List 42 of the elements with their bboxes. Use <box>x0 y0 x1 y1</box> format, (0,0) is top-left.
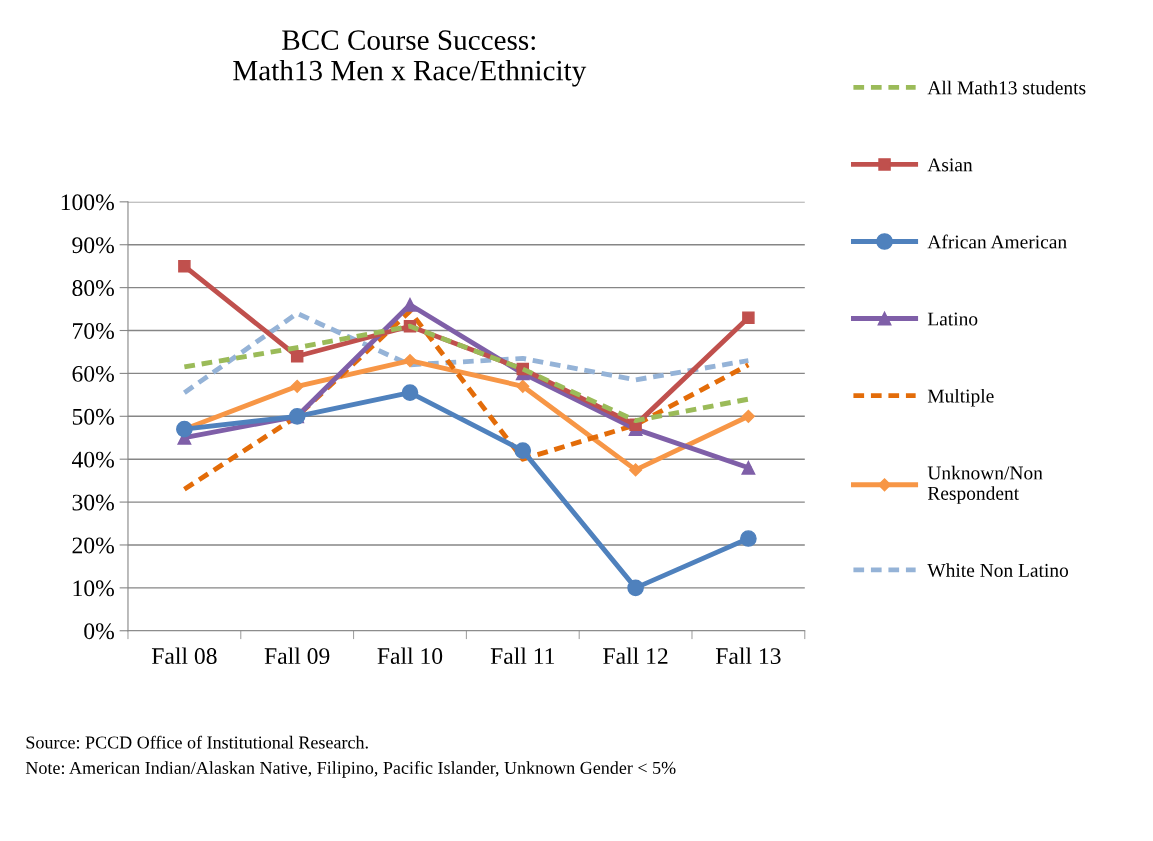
y-tick-label: 70% <box>73 323 114 340</box>
legend-label: Unknown/Non Respondent <box>927 465 1043 504</box>
legend-label: White Non Latino <box>927 563 1069 578</box>
line-series <box>181 310 751 396</box>
y-tick-label: 30% <box>72 494 114 511</box>
x-tick-label: Fall 11 <box>490 647 555 665</box>
y-tick-label: 0% <box>84 623 114 640</box>
point <box>516 379 530 393</box>
y-tick-label: 10% <box>73 580 114 597</box>
point <box>403 297 417 312</box>
chart-title: BCC Course Success: Math13 Men x Race/Ethnicity <box>233 30 587 87</box>
x-tick-label: Fall 08 <box>151 647 217 665</box>
y-tick-label: 80% <box>72 280 114 297</box>
y-tick-label: 90% <box>72 237 114 254</box>
point <box>629 463 643 477</box>
y-tick-label: 20% <box>72 537 114 554</box>
point <box>403 353 417 368</box>
source-note: Source: PCCD Office of Institutional Research. <box>26 735 368 749</box>
y-tick-label: 60% <box>72 365 114 382</box>
y-tick-label: 50% <box>72 408 114 425</box>
point <box>290 379 304 393</box>
point <box>290 349 304 363</box>
x-tick-label: Fall 09 <box>264 647 330 665</box>
point <box>741 460 756 475</box>
point <box>740 530 757 547</box>
legend-label: Asian <box>927 158 973 172</box>
point <box>627 579 644 597</box>
legend-label: All Math13 students <box>927 80 1086 95</box>
x-tick-label: Fall 12 <box>603 647 668 665</box>
y-tick-label: 40% <box>71 451 114 468</box>
y-tick-label: 100% <box>61 194 114 211</box>
point <box>742 311 755 324</box>
point <box>514 442 532 459</box>
legend-label: African American <box>927 234 1067 249</box>
point <box>741 409 755 423</box>
point <box>178 259 191 273</box>
x-tick-label: Fall 10 <box>377 647 443 665</box>
x-tick-label: Fall 13 <box>715 647 781 665</box>
text: Note: American Indian/Alaskan Native, Filipino, Pacific Islander, Unknown Gender < 5% <box>25 761 676 778</box>
legend-label: Multiple <box>927 388 994 407</box>
point <box>401 384 419 402</box>
legend-label: Latino <box>927 312 978 326</box>
